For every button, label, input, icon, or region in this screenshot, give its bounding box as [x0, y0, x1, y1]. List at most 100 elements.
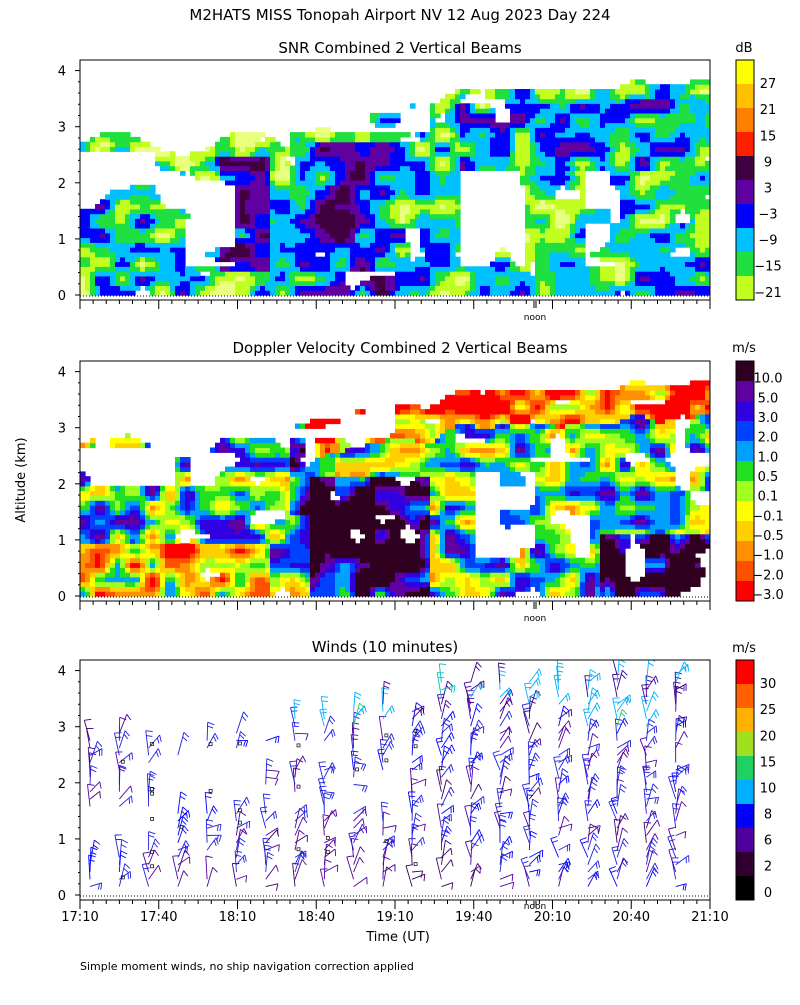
- heatmap-cell: [460, 151, 466, 156]
- heatmap-cell: [550, 94, 556, 99]
- heatmap-cell: [180, 519, 186, 524]
- heatmap-cell: [645, 151, 651, 156]
- heatmap-cell: [680, 266, 686, 271]
- heatmap-cell: [665, 252, 671, 257]
- heatmap-cell: [525, 113, 531, 118]
- heatmap-cell: [80, 238, 86, 243]
- heatmap-cell: [205, 276, 211, 281]
- heatmap-cell: [255, 252, 261, 257]
- heatmap-cell: [165, 515, 171, 520]
- heatmap-cell: [535, 190, 541, 195]
- heatmap-cell: [315, 127, 321, 132]
- heatmap-cell: [245, 572, 251, 577]
- heatmap-cell: [285, 252, 291, 257]
- heatmap-cell: [125, 266, 131, 271]
- heatmap-cell: [500, 156, 506, 161]
- heatmap-cell: [320, 199, 326, 204]
- heatmap-cell: [375, 257, 381, 262]
- heatmap-cell: [665, 99, 671, 104]
- heatmap-cell: [555, 156, 561, 161]
- heatmap-cell: [565, 238, 571, 243]
- heatmap-cell: [485, 94, 491, 99]
- heatmap-cell: [410, 147, 416, 152]
- heatmap-cell: [315, 233, 321, 238]
- heatmap-cell: [235, 462, 241, 467]
- heatmap-cell: [430, 238, 436, 243]
- heatmap-cell: [125, 190, 131, 195]
- heatmap-cell: [635, 180, 641, 185]
- heatmap-cell: [370, 151, 376, 156]
- heatmap-cell: [655, 185, 661, 190]
- heatmap-cell: [615, 238, 621, 243]
- heatmap-cell: [695, 271, 701, 276]
- heatmap-cell: [85, 582, 91, 587]
- heatmap-cell: [260, 553, 266, 558]
- heatmap-cell: [130, 285, 136, 290]
- heatmap-cell: [540, 285, 546, 290]
- heatmap-cell: [170, 553, 176, 558]
- heatmap-cell: [575, 185, 581, 190]
- heatmap-cell: [625, 127, 631, 132]
- heatmap-cell: [215, 156, 221, 161]
- heatmap-cell: [115, 548, 121, 553]
- heatmap-cell: [435, 127, 441, 132]
- heatmap-cell: [535, 228, 541, 233]
- heatmap-cell: [510, 118, 516, 123]
- heatmap-cell: [645, 194, 651, 199]
- heatmap-cell: [175, 500, 181, 505]
- heatmap-cell: [580, 209, 586, 214]
- heatmap-cell: [120, 281, 126, 286]
- heatmap-cell: [120, 228, 126, 233]
- heatmap-cell: [140, 233, 146, 238]
- heatmap-cell: [95, 543, 101, 548]
- heatmap-cell: [430, 127, 436, 132]
- heatmap-cell: [645, 228, 651, 233]
- heatmap-cell: [520, 127, 526, 132]
- heatmap-cell: [605, 113, 611, 118]
- heatmap-cell: [245, 563, 251, 568]
- heatmap-cell: [430, 199, 436, 204]
- heatmap-cell: [585, 266, 591, 271]
- heatmap-cell: [80, 247, 86, 252]
- heatmap-cell: [110, 500, 116, 505]
- heatmap-cell: [90, 271, 96, 276]
- heatmap-cell: [100, 577, 106, 582]
- heatmap-cell: [445, 161, 451, 166]
- heatmap-cell: [90, 486, 96, 491]
- heatmap-cell: [250, 194, 256, 199]
- heatmap-cell: [605, 137, 611, 142]
- heatmap-cell: [235, 180, 241, 185]
- heatmap-cell: [95, 262, 101, 267]
- heatmap-cell: [160, 539, 166, 544]
- heatmap-cell: [210, 591, 216, 596]
- heatmap-cell: [620, 99, 626, 104]
- heatmap-cell: [495, 281, 501, 286]
- heatmap-cell: [155, 486, 161, 491]
- heatmap-cell: [450, 257, 456, 262]
- heatmap-cell: [360, 185, 366, 190]
- heatmap-cell: [500, 257, 506, 262]
- heatmap-cell: [115, 539, 121, 544]
- heatmap-cell: [545, 99, 551, 104]
- heatmap-cell: [550, 103, 556, 108]
- heatmap-cell: [570, 290, 576, 295]
- heatmap-cell: [425, 156, 431, 161]
- heatmap-cell: [700, 209, 706, 214]
- heatmap-cell: [575, 89, 581, 94]
- heatmap-cell: [180, 262, 186, 267]
- heatmap-cell: [540, 262, 546, 267]
- heatmap-cell: [300, 161, 306, 166]
- heatmap-cell: [240, 438, 246, 443]
- heatmap-cell: [520, 156, 526, 161]
- heatmap-cell: [530, 228, 536, 233]
- heatmap-cell: [170, 266, 176, 271]
- heatmap-cell: [435, 151, 441, 156]
- heatmap-cell: [115, 281, 121, 286]
- heatmap-cell: [655, 137, 661, 142]
- heatmap-cell: [500, 123, 506, 128]
- heatmap-cell: [315, 238, 321, 243]
- heatmap-cell: [650, 223, 656, 228]
- heatmap-cell: [245, 457, 251, 462]
- heatmap-cell: [640, 156, 646, 161]
- heatmap-cell: [490, 108, 496, 113]
